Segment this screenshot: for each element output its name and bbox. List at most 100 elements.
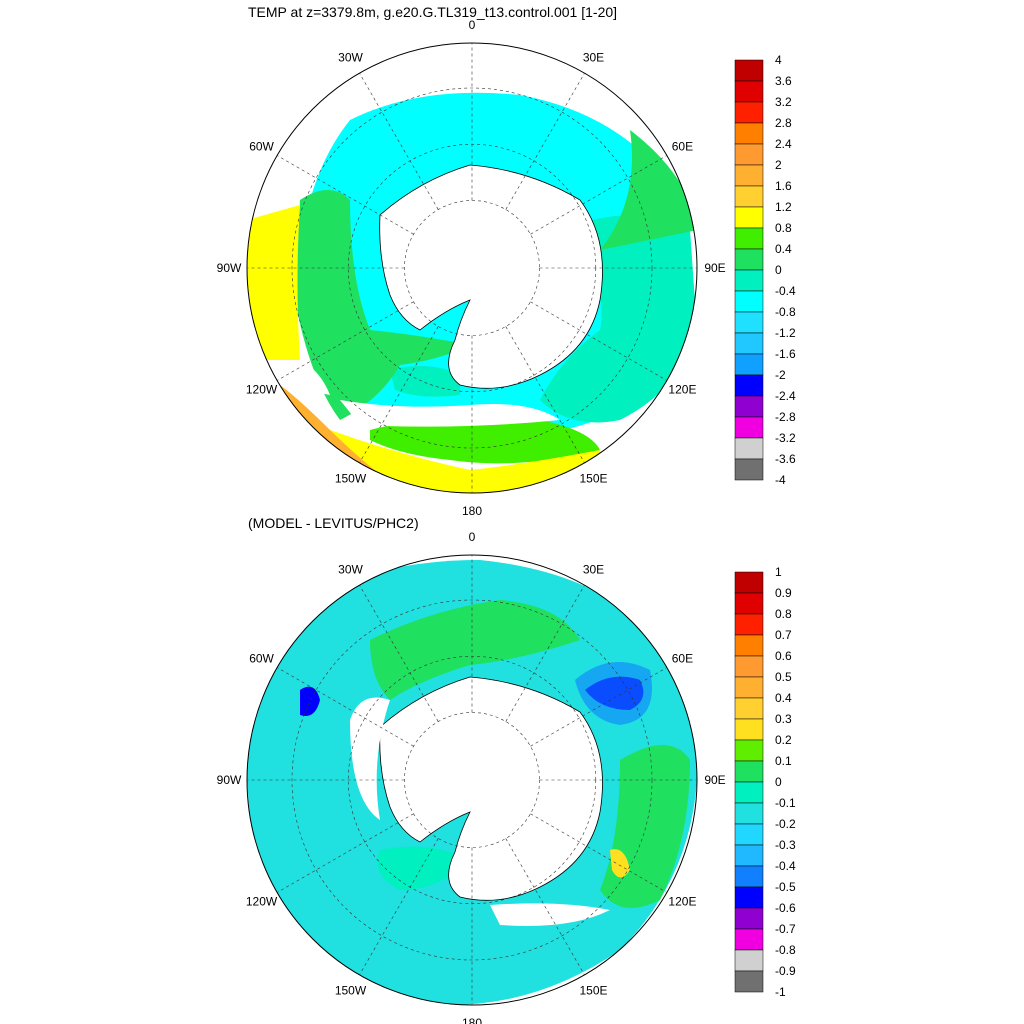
- longitude-label-30e: 30E: [583, 563, 604, 577]
- colorbar-swatch: [734, 185, 764, 208]
- longitude-label-60w: 60W: [249, 652, 274, 666]
- longitude-label-150e: 150E: [579, 983, 607, 997]
- meridian-line: [505, 326, 585, 464]
- bottom-map-longitude-labels: 0 30E 60E 90E 120E 150E 180 150W 120W 90W 60W 30W: [217, 530, 726, 1024]
- colorbar-tick-label: -2.8: [775, 410, 796, 424]
- colorbar-tick-label: 0: [775, 263, 782, 277]
- colorbar-tick-label: 0.4: [775, 691, 792, 705]
- colorbar-tick-label: 0: [775, 775, 782, 789]
- colorbar-swatch: [734, 437, 764, 460]
- colorbar-tick-label: 0.8: [775, 607, 792, 621]
- meridian-line: [276, 667, 414, 747]
- meridian-line: [359, 584, 439, 722]
- colorbar-tick-label: 0.9: [775, 586, 792, 600]
- colorbar-tick-label: 1: [775, 565, 782, 579]
- bottom-map-title: (MODEL - LEVITUS/PHC2): [248, 515, 419, 531]
- colorbar-swatch: [734, 59, 764, 82]
- top-ocean-turquoise-region: [540, 215, 697, 423]
- meridian-line: [530, 155, 668, 235]
- longitude-label-180: 180: [462, 504, 482, 518]
- longitude-label-150w: 150W: [335, 983, 367, 997]
- longitude-label-150w: 150W: [335, 471, 367, 485]
- bottom-sea-ice-white: [350, 697, 390, 820]
- bottom-sea-ice-white-2: [490, 903, 610, 926]
- longitude-label-120w: 120W: [246, 383, 278, 397]
- top-map-field: [247, 43, 697, 493]
- longitude-label-30e: 30E: [583, 51, 604, 65]
- colorbar-tick-label: 4: [775, 53, 782, 67]
- colorbar-tick-label: 0.8: [775, 221, 792, 235]
- colorbar-tick-label: 0.3: [775, 712, 792, 726]
- colorbar-tick-label: -0.8: [775, 305, 796, 319]
- colorbar-tick-label: -0.8: [775, 943, 796, 957]
- colorbar-swatch: [734, 739, 764, 762]
- bottom-map: [246, 554, 698, 1006]
- bottom-antarctica: [379, 676, 603, 901]
- longitude-label-0: 0: [469, 18, 476, 32]
- colorbar-swatch: [734, 760, 764, 783]
- colorbar-swatch: [734, 634, 764, 657]
- meridian-line: [276, 301, 414, 381]
- longitude-label-60e: 60E: [672, 652, 693, 666]
- top-gap-white-1: [280, 360, 330, 395]
- colorbar-tick-label: -1.6: [775, 347, 796, 361]
- colorbar-swatch: [734, 613, 764, 636]
- latitude-circle: [291, 599, 653, 961]
- colorbar-swatch: [734, 928, 764, 951]
- colorbar-swatch: [734, 592, 764, 615]
- top-map-graticule: [247, 43, 697, 493]
- top-ocean-turquoise-region-2: [390, 366, 460, 397]
- colorbar-tick-label: -1.2: [775, 326, 796, 340]
- meridian-line: [505, 584, 585, 722]
- longitude-label-30w: 30W: [338, 51, 363, 65]
- colorbar-swatch: [734, 227, 764, 250]
- longitude-label-60w: 60W: [249, 140, 274, 154]
- top-gap-white-3: [420, 45, 520, 80]
- meridian-line: [530, 667, 668, 747]
- longitude-label-90w: 90W: [217, 261, 242, 275]
- colorbar-swatch: [734, 206, 764, 229]
- meridian-line: [359, 72, 439, 210]
- colorbar-tick-label: 0.2: [775, 733, 792, 747]
- longitude-label-30w: 30W: [338, 563, 363, 577]
- longitude-label-90e: 90E: [704, 261, 725, 275]
- longitude-label-90w: 90W: [217, 773, 242, 787]
- bottom-ocean-turquoise-region: [377, 846, 470, 890]
- colorbar-swatch: [734, 248, 764, 271]
- colorbar-tick-label: 2.4: [775, 137, 792, 151]
- colorbar-tick-label: -2.4: [775, 389, 796, 403]
- colorbar-swatch: [734, 781, 764, 804]
- longitude-label-150e: 150E: [579, 471, 607, 485]
- top-map: [246, 42, 698, 494]
- colorbar-swatch: [734, 970, 764, 993]
- colorbar-swatch: [734, 143, 764, 166]
- colorbar-tick-label: -1: [775, 985, 786, 999]
- colorbar-swatch: [734, 311, 764, 334]
- colorbar-swatch: [734, 353, 764, 376]
- top-gap-white-2: [340, 400, 560, 427]
- bottom-colorbar: 1 0.9 0.8 0.7 0.6 0.5 0.4 0.3 0.2 0.1 0 -0.1 -0.2 -0.…: [734, 565, 796, 999]
- bottom-map-field: [247, 555, 697, 1005]
- colorbar-swatch: [734, 374, 764, 397]
- colorbar-tick-label: 2: [775, 158, 782, 172]
- meridian-line: [530, 301, 668, 381]
- colorbar-swatch: [734, 907, 764, 930]
- colorbar-tick-label: -0.4: [775, 284, 796, 298]
- colorbar-swatch: [734, 697, 764, 720]
- colorbar-tick-label: -0.5: [775, 880, 796, 894]
- colorbar-tick-label: -3.2: [775, 431, 796, 445]
- colorbar-swatch: [734, 416, 764, 439]
- colorbar-swatch: [734, 571, 764, 594]
- colorbar-swatch: [734, 886, 764, 909]
- colorbar-tick-label: -0.7: [775, 922, 796, 936]
- colorbar-tick-label: -4: [775, 473, 786, 487]
- longitude-label-180: 180: [462, 1016, 482, 1024]
- colorbar-tick-label: 2.8: [775, 116, 792, 130]
- meridian-line: [359, 838, 439, 976]
- colorbar-tick-label: -0.4: [775, 859, 796, 873]
- longitude-label-120e: 120E: [668, 895, 696, 909]
- colorbar-tick-label: 1.6: [775, 179, 792, 193]
- colorbar-tick-label: 0.7: [775, 628, 792, 642]
- longitude-label-120w: 120W: [246, 895, 278, 909]
